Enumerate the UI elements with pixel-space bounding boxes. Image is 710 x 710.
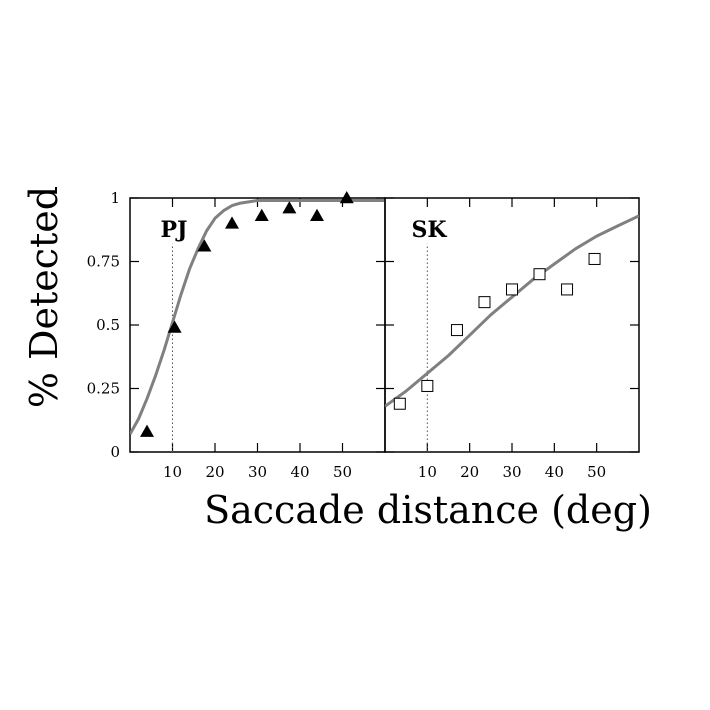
y-tick-label: 0.5 [96,316,120,334]
data-point-triangle [282,201,297,214]
x-tick-label: 10 [163,463,182,481]
data-point-square [506,283,518,296]
y-tick-label: 0 [110,443,120,461]
data-point-triangle [225,216,239,229]
data-point-triangle [140,424,154,437]
data-point-square [478,296,491,309]
panels: 10 20 30 40 50 0 0.25 0.5 0.75 1 PJ 10 20 30 40 50 SK [87,189,640,481]
x-tick-label: 20 [205,463,224,481]
data-point-square [561,283,574,296]
x-tick-label: 20 [460,463,479,481]
x-tick-label: 50 [333,463,352,481]
data-point-square [533,268,546,281]
panel-sk: 10 20 30 40 50 SK [384,197,640,481]
data-point-square [421,379,434,392]
data-point-square [588,252,601,265]
data-point-square [450,324,463,337]
data-point-triangle [167,320,182,333]
fit-curve [130,199,385,435]
y-tick-label: 0.25 [87,380,120,398]
panel-label: PJ [161,217,188,243]
data-point-triangle [254,208,269,222]
data-point-triangle [339,191,354,204]
x-tick-label: 10 [418,463,437,481]
x-tick-label: 30 [502,463,521,481]
x-tick-label: 40 [545,463,564,481]
data-point-triangle [197,239,212,252]
panel-label: SK [411,217,447,243]
x-tick-label: 50 [587,463,606,481]
y-tick-label: 1 [110,189,120,207]
y-axis-label: % Detected [22,186,66,408]
fit-curve [385,214,639,408]
y-tick-label: 0.75 [87,253,120,271]
data-point-square [393,397,406,410]
x-tick-label: 30 [248,463,267,481]
data-point-triangle [310,208,324,222]
x-axis-label: Saccade distance (deg) [204,488,652,532]
x-tick-label: 40 [290,463,309,481]
panel-pj: 10 20 30 40 50 0 0.25 0.5 0.75 1 PJ [87,189,386,481]
